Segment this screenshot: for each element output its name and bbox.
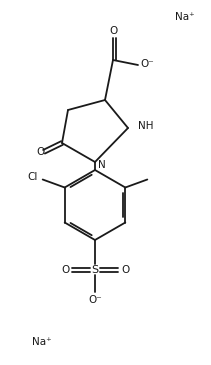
Text: O⁻: O⁻ [140,59,154,69]
Text: Na⁺: Na⁺ [175,12,195,22]
Text: NH: NH [138,121,153,131]
Text: O: O [109,26,117,36]
Text: N: N [98,160,106,170]
Text: O: O [61,265,69,275]
Text: Na⁺: Na⁺ [32,337,52,347]
Text: O⁻: O⁻ [88,295,102,305]
Text: Cl: Cl [27,173,38,182]
Text: S: S [91,265,99,275]
Text: O: O [36,147,44,157]
Text: O: O [121,265,129,275]
